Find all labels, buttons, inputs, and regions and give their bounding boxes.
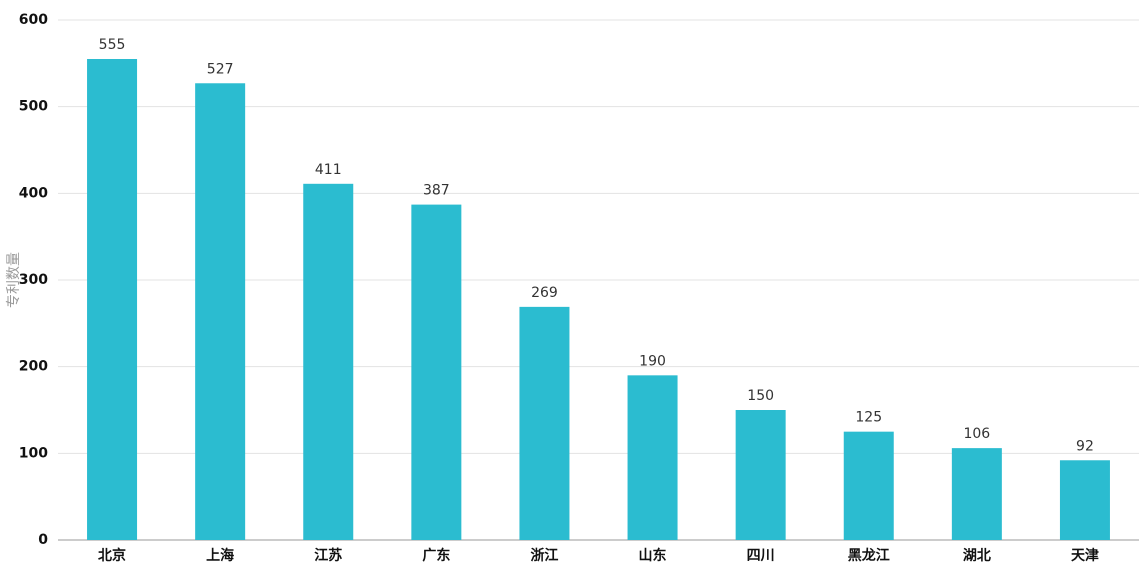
x-tick-label: 山东	[639, 547, 667, 564]
y-tick-label: 200	[19, 359, 48, 375]
bar	[303, 183, 354, 541]
data-label: 411	[315, 162, 342, 178]
bar	[951, 448, 1002, 540]
y-tick-label: 100	[19, 445, 48, 461]
bar	[87, 59, 138, 540]
data-label: 527	[207, 61, 234, 77]
x-tick-label: 江苏	[314, 547, 342, 564]
data-label: 269	[531, 285, 558, 301]
data-label: 106	[963, 426, 990, 442]
bar	[1059, 460, 1110, 540]
x-tick-label: 广东	[422, 547, 450, 564]
bar	[519, 306, 570, 540]
x-tick-label: 北京	[98, 547, 126, 564]
data-label: 92	[1076, 438, 1094, 454]
y-tick-label: 400	[19, 185, 48, 201]
y-tick-label: 300	[19, 272, 48, 288]
data-label: 190	[639, 353, 666, 369]
y-axis-title: 专利数量	[6, 252, 22, 308]
x-tick-label: 浙江	[530, 547, 558, 564]
bar	[195, 83, 246, 541]
y-tick-label: 500	[19, 99, 48, 115]
bar	[627, 375, 678, 540]
y-tick-label: 600	[19, 12, 48, 28]
x-tick-label: 天津	[1071, 547, 1099, 564]
bar	[735, 410, 786, 540]
data-label: 387	[423, 183, 450, 199]
data-label: 150	[747, 388, 774, 404]
x-tick-label: 黑龙江	[848, 547, 890, 564]
bar	[411, 204, 462, 540]
data-label: 125	[855, 410, 882, 426]
x-tick-label: 湖北	[963, 548, 991, 564]
data-label: 555	[99, 37, 126, 53]
y-tick-label: 0	[38, 532, 48, 548]
bar	[843, 431, 894, 540]
x-tick-label: 上海	[206, 547, 234, 564]
x-tick-label: 四川	[747, 548, 775, 564]
